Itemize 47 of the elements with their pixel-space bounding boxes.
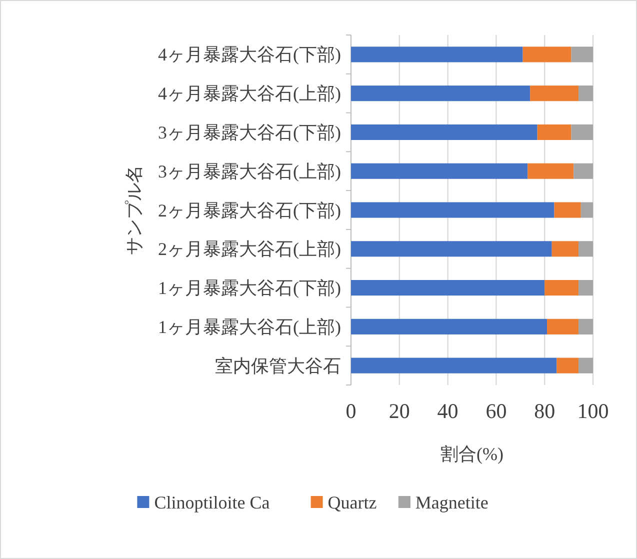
bar — [351, 124, 538, 140]
bar — [578, 241, 593, 257]
bar — [351, 86, 530, 102]
bar — [556, 358, 578, 374]
bar — [571, 124, 593, 140]
y-tick-label: 2ヶ月暴露大谷石(下部) — [158, 200, 341, 220]
bar — [530, 86, 578, 102]
x-axis-title: 割合(%) — [440, 444, 504, 464]
bar — [578, 358, 593, 374]
y-tick-label: 4ヶ月暴露大谷石(下部) — [158, 44, 341, 65]
y-axis-title: サンプル名 — [124, 165, 144, 255]
y-tick-label: 4ヶ月暴露大谷石(上部) — [158, 84, 341, 104]
legend-label: Quartz — [328, 492, 377, 512]
x-tick-label: 20 — [388, 399, 410, 423]
legend-label: Clinoptiloite Ca — [154, 492, 270, 512]
bar — [578, 318, 593, 334]
bar — [522, 46, 572, 62]
bar — [574, 163, 593, 179]
bar — [578, 86, 593, 102]
bar — [351, 163, 528, 179]
bar — [547, 318, 578, 334]
bar — [528, 163, 574, 179]
y-tick-label: 室内保管大谷石 — [215, 356, 341, 376]
bar — [351, 202, 554, 218]
y-tick-label: 1ヶ月暴露大谷石(上部) — [158, 316, 341, 337]
y-tick-label: 1ヶ月暴露大谷石(下部) — [158, 278, 341, 298]
x-tick-label: 80 — [534, 399, 556, 423]
y-tick-label: 3ヶ月暴露大谷石(下部) — [158, 122, 341, 143]
bar — [571, 46, 593, 62]
bar — [351, 241, 552, 257]
bar — [554, 202, 581, 218]
legend-label: Magnetite — [415, 492, 488, 512]
x-tick-label: 100 — [577, 399, 609, 423]
bar — [351, 46, 523, 62]
bar — [351, 358, 557, 374]
bar — [351, 318, 548, 334]
y-tick-label: 2ヶ月暴露大谷石(上部) — [158, 239, 341, 260]
bar — [544, 280, 578, 296]
x-tick-label: 40 — [437, 399, 458, 423]
y-tick-label: 3ヶ月暴露大谷石(上部) — [158, 161, 341, 182]
bar — [580, 202, 593, 218]
bar — [351, 280, 545, 296]
x-tick-label: 60 — [486, 399, 507, 423]
bar — [552, 241, 578, 257]
x-tick-label: 0 — [346, 399, 356, 423]
bar — [578, 280, 593, 296]
bar — [537, 124, 572, 140]
